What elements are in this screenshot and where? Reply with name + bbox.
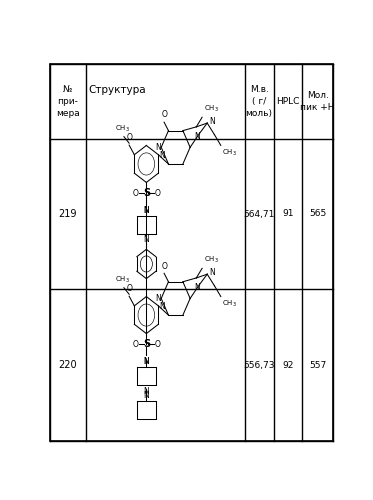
Text: N: N	[194, 282, 200, 292]
Text: 219: 219	[58, 209, 77, 219]
Text: CH$_3$: CH$_3$	[222, 148, 237, 158]
Text: N: N	[144, 357, 149, 366]
Text: O: O	[154, 340, 160, 349]
Text: 556,73: 556,73	[243, 360, 275, 370]
Text: O: O	[161, 110, 167, 120]
Text: 564,71: 564,71	[244, 210, 275, 218]
Text: Мол.
пик +H: Мол. пик +H	[300, 91, 335, 112]
Text: N: N	[210, 117, 215, 126]
Text: N: N	[194, 132, 200, 140]
Text: №
при-
мера: № при- мера	[56, 85, 79, 117]
Text: O: O	[154, 188, 160, 198]
Text: N: N	[159, 151, 165, 160]
Text: N: N	[159, 302, 165, 312]
Text: CH$_3$: CH$_3$	[222, 299, 237, 310]
Text: CH$_3$: CH$_3$	[115, 274, 130, 284]
Text: N: N	[155, 294, 161, 303]
Text: CH$_3$: CH$_3$	[204, 255, 219, 266]
Text: CH$_3$: CH$_3$	[204, 104, 219, 114]
Text: O: O	[161, 262, 167, 270]
Text: 565: 565	[309, 210, 326, 218]
Text: N: N	[144, 206, 149, 215]
Text: O: O	[132, 340, 138, 349]
Text: S: S	[143, 188, 150, 198]
Text: N: N	[144, 206, 149, 215]
Text: N: N	[144, 357, 149, 366]
Text: N: N	[144, 386, 149, 396]
Text: N: N	[144, 391, 149, 400]
Text: O: O	[132, 188, 138, 198]
Text: 220: 220	[58, 360, 77, 370]
Text: Структура: Структура	[88, 85, 146, 95]
Text: O: O	[126, 284, 132, 293]
Text: 91: 91	[282, 210, 294, 218]
Text: 557: 557	[309, 360, 326, 370]
Text: N: N	[210, 268, 215, 277]
Text: N: N	[155, 143, 161, 152]
Text: 92: 92	[282, 360, 294, 370]
Text: S: S	[143, 340, 150, 349]
Text: HPLC: HPLC	[276, 97, 300, 106]
Text: O: O	[126, 133, 132, 142]
Text: М.в.
( г/
моль): М.в. ( г/ моль)	[245, 85, 273, 117]
Text: CH$_3$: CH$_3$	[115, 124, 130, 134]
Text: N: N	[144, 236, 149, 244]
